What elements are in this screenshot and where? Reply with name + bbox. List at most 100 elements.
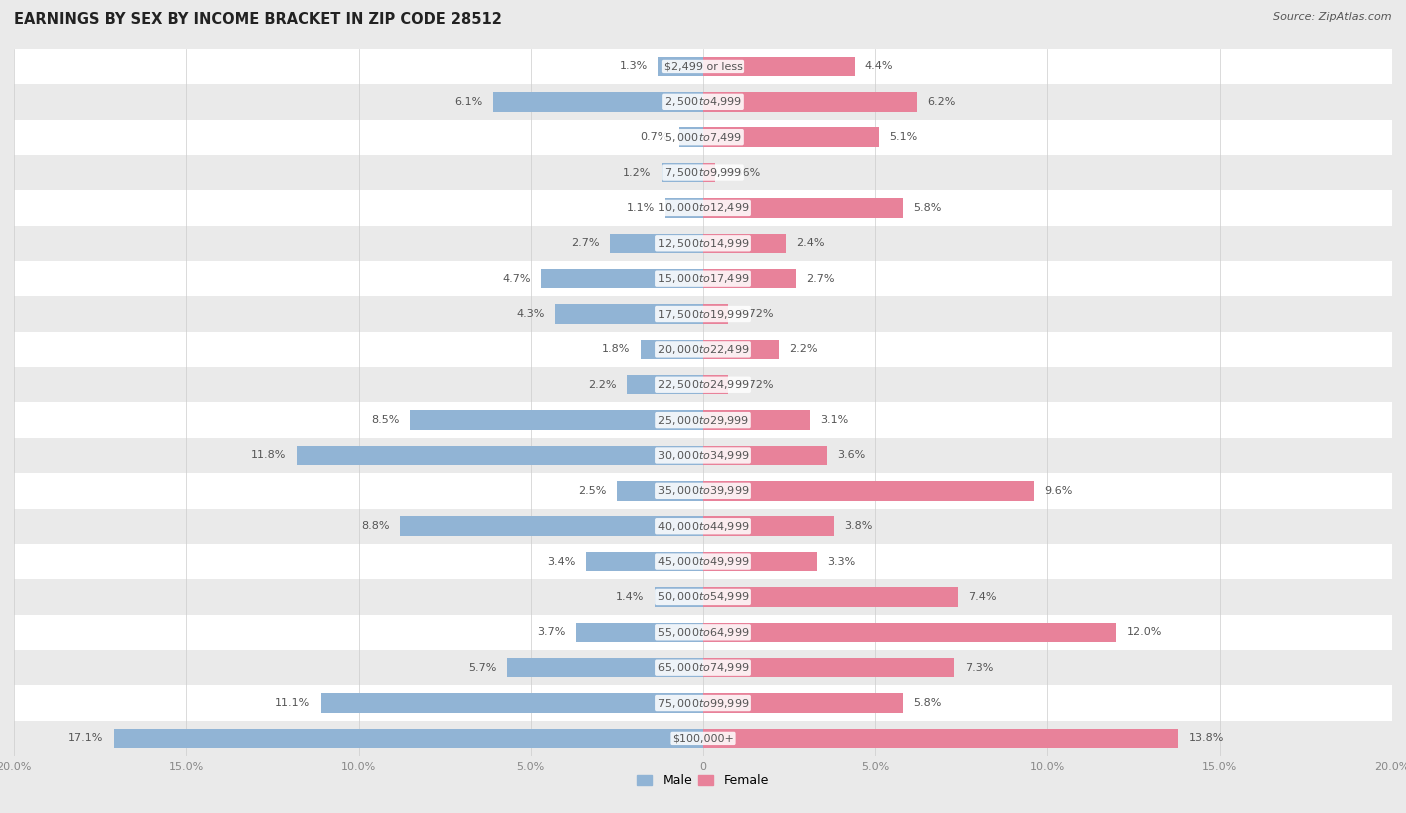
Text: 7.3%: 7.3% <box>965 663 993 672</box>
Text: 5.8%: 5.8% <box>912 698 942 708</box>
Text: 11.1%: 11.1% <box>276 698 311 708</box>
Text: $35,000 to $39,999: $35,000 to $39,999 <box>657 485 749 498</box>
Text: $55,000 to $64,999: $55,000 to $64,999 <box>657 626 749 639</box>
Bar <box>14 49 1392 85</box>
Text: 5.7%: 5.7% <box>468 663 496 672</box>
Text: 13.8%: 13.8% <box>1188 733 1225 743</box>
Text: 1.4%: 1.4% <box>616 592 644 602</box>
Text: 3.6%: 3.6% <box>838 450 866 460</box>
Bar <box>14 720 1392 756</box>
Bar <box>14 473 1392 509</box>
Bar <box>575 623 703 642</box>
Text: 1.1%: 1.1% <box>627 203 655 213</box>
Bar <box>655 587 703 606</box>
Text: $15,000 to $17,499: $15,000 to $17,499 <box>657 272 749 285</box>
Bar <box>703 304 728 324</box>
Text: EARNINGS BY SEX BY INCOME BRACKET IN ZIP CODE 28512: EARNINGS BY SEX BY INCOME BRACKET IN ZIP… <box>14 12 502 27</box>
Bar <box>14 437 1392 473</box>
Text: $75,000 to $99,999: $75,000 to $99,999 <box>657 697 749 710</box>
Bar <box>586 552 703 572</box>
Text: 5.8%: 5.8% <box>912 203 942 213</box>
Bar <box>610 233 703 253</box>
Bar <box>703 163 716 182</box>
Bar <box>703 587 957 606</box>
Text: $10,000 to $12,499: $10,000 to $12,499 <box>657 202 749 215</box>
Text: 4.4%: 4.4% <box>865 62 893 72</box>
Bar <box>703 728 1178 748</box>
Text: 4.7%: 4.7% <box>502 274 531 284</box>
Bar <box>641 340 703 359</box>
Bar <box>703 57 855 76</box>
Bar <box>297 446 703 465</box>
Text: $7,500 to $9,999: $7,500 to $9,999 <box>664 166 742 179</box>
Text: 4.3%: 4.3% <box>516 309 544 319</box>
Bar <box>703 198 903 218</box>
Bar <box>14 685 1392 720</box>
Text: 1.3%: 1.3% <box>620 62 648 72</box>
Text: $17,500 to $19,999: $17,500 to $19,999 <box>657 307 749 320</box>
Bar <box>114 728 703 748</box>
Text: 6.2%: 6.2% <box>927 97 955 107</box>
Bar <box>665 198 703 218</box>
Text: $12,500 to $14,999: $12,500 to $14,999 <box>657 237 749 250</box>
Bar <box>555 304 703 324</box>
Text: $30,000 to $34,999: $30,000 to $34,999 <box>657 449 749 462</box>
Bar <box>703 233 786 253</box>
Text: $20,000 to $22,499: $20,000 to $22,499 <box>657 343 749 356</box>
Bar <box>14 402 1392 437</box>
Bar <box>14 261 1392 297</box>
Text: 3.3%: 3.3% <box>827 557 855 567</box>
Text: 1.8%: 1.8% <box>602 345 631 354</box>
Text: Source: ZipAtlas.com: Source: ZipAtlas.com <box>1274 12 1392 22</box>
Text: $40,000 to $44,999: $40,000 to $44,999 <box>657 520 749 533</box>
Text: 3.8%: 3.8% <box>844 521 873 531</box>
Text: 2.4%: 2.4% <box>796 238 824 248</box>
Text: 3.1%: 3.1% <box>820 415 848 425</box>
Text: 2.7%: 2.7% <box>571 238 599 248</box>
Text: $2,500 to $4,999: $2,500 to $4,999 <box>664 95 742 108</box>
Bar <box>703 623 1116 642</box>
Text: 1.2%: 1.2% <box>623 167 651 177</box>
Text: 3.4%: 3.4% <box>547 557 575 567</box>
Text: $22,500 to $24,999: $22,500 to $24,999 <box>657 378 749 391</box>
Text: $25,000 to $29,999: $25,000 to $29,999 <box>657 414 749 427</box>
Bar <box>494 92 703 111</box>
Bar <box>703 269 796 289</box>
Text: 2.2%: 2.2% <box>588 380 617 389</box>
Bar <box>627 375 703 394</box>
Bar <box>14 297 1392 332</box>
Bar <box>703 446 827 465</box>
Text: 11.8%: 11.8% <box>250 450 287 460</box>
Text: 0.7%: 0.7% <box>640 133 669 142</box>
Bar <box>703 128 879 147</box>
Bar <box>506 658 703 677</box>
Bar <box>14 332 1392 367</box>
Bar <box>703 552 817 572</box>
Bar <box>14 579 1392 615</box>
Bar <box>14 615 1392 650</box>
Text: $65,000 to $74,999: $65,000 to $74,999 <box>657 661 749 674</box>
Text: 17.1%: 17.1% <box>69 733 104 743</box>
Text: $2,499 or less: $2,499 or less <box>664 62 742 72</box>
Bar <box>14 120 1392 155</box>
Text: 0.36%: 0.36% <box>725 167 761 177</box>
Bar <box>14 85 1392 120</box>
Bar <box>703 375 728 394</box>
Bar <box>14 650 1392 685</box>
Text: 7.4%: 7.4% <box>969 592 997 602</box>
Text: 5.1%: 5.1% <box>889 133 917 142</box>
Bar <box>14 367 1392 402</box>
Text: $50,000 to $54,999: $50,000 to $54,999 <box>657 590 749 603</box>
Text: 2.5%: 2.5% <box>578 486 606 496</box>
Text: $100,000+: $100,000+ <box>672 733 734 743</box>
Text: 2.7%: 2.7% <box>807 274 835 284</box>
Bar <box>14 155 1392 190</box>
Text: 3.7%: 3.7% <box>537 628 565 637</box>
Bar <box>14 544 1392 579</box>
Bar <box>662 163 703 182</box>
Bar <box>703 516 834 536</box>
Text: 2.2%: 2.2% <box>789 345 818 354</box>
Bar <box>321 693 703 713</box>
Bar <box>703 340 779 359</box>
Bar <box>14 226 1392 261</box>
